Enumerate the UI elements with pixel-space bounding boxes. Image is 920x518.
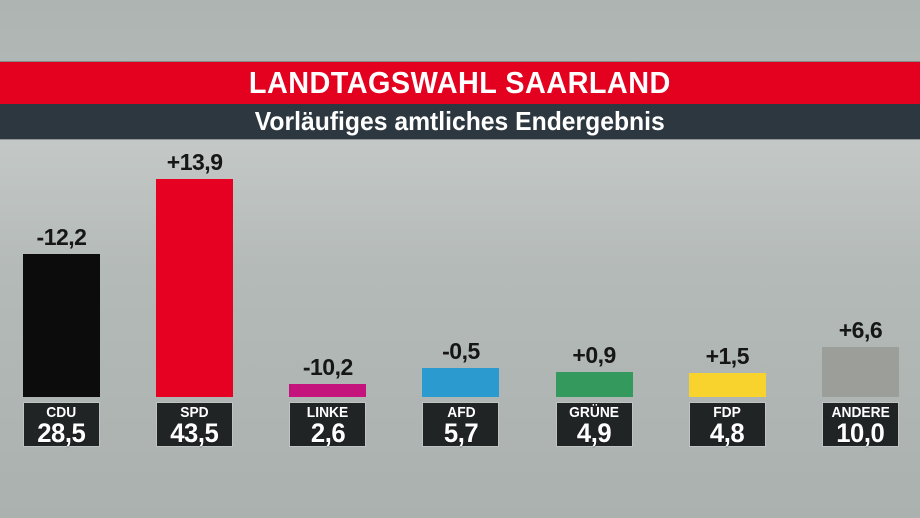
result-value-gruene: 4,9 (576, 418, 612, 448)
bar-group-cdu: -12,2 CDU 28,5 (23, 224, 100, 447)
party-name-linke: LINKE (307, 404, 349, 421)
party-name-andere: ANDERE (831, 404, 890, 421)
change-label-spd: +13,9 (166, 149, 223, 175)
bar-fdp (688, 373, 766, 397)
party-name-spd: SPD (180, 404, 209, 421)
result-value-fdp: 4,8 (710, 418, 745, 448)
result-box-andere: ANDERE 10,0 (821, 402, 899, 448)
party-name-cdu: CDU (46, 404, 77, 421)
result-box-fdp: FDP 4,8 (688, 402, 766, 448)
bar-andere (821, 347, 899, 397)
result-value-linke: 2,6 (310, 418, 346, 448)
bar-chart: -12,2 CDU 28,5 +13,9 SPD 43,5 -10,2 LINK… (23, 149, 899, 447)
result-box-spd: SPD 43,5 (156, 402, 234, 448)
subtitle-banner: Vorläufiges amtliches Endergebnis (0, 104, 920, 139)
party-name-gruene: GRÜNE (569, 404, 620, 421)
change-label-linke: -10,2 (302, 354, 353, 380)
result-box-linke: LINKE 2,6 (289, 402, 367, 448)
result-box-cdu: CDU 28,5 (23, 402, 100, 447)
bar-group-spd: +13,9 SPD 43,5 (156, 149, 234, 448)
page-subtitle: Vorläufiges amtliches Endergebnis (255, 106, 665, 136)
bar-group-linke: -10,2 LINKE 2,6 (289, 354, 367, 448)
result-value-spd: 43,5 (170, 418, 220, 448)
result-value-afd: 5,7 (443, 418, 479, 448)
bar-group-gruene: +0,9 GRÜNE 4,9 (555, 342, 633, 448)
bar-linke (289, 384, 367, 397)
party-name-afd: AFD (446, 404, 476, 421)
party-name-fdp: FDP (713, 404, 742, 421)
page-title: LANDTAGSWAHL SAARLAND (249, 65, 671, 100)
bar-gruene (555, 372, 633, 397)
bar-group-afd: -0,5 AFD 5,7 (422, 338, 500, 448)
bar-group-fdp: +1,5 FDP 4,8 (688, 343, 766, 448)
bar-group-andere: +6,6 ANDERE 10,0 (821, 317, 899, 448)
change-label-andere: +6,6 (838, 317, 883, 343)
change-label-afd: -0,5 (442, 338, 480, 364)
result-box-gruene: GRÜNE 4,9 (555, 402, 633, 448)
title-banner: LANDTAGSWAHL SAARLAND (0, 62, 920, 104)
result-box-afd: AFD 5,7 (422, 402, 500, 448)
bar-cdu (23, 254, 100, 397)
bar-afd (422, 368, 500, 397)
change-label-cdu: -12,2 (36, 224, 87, 250)
result-value-cdu: 28,5 (37, 418, 86, 448)
change-label-fdp: +1,5 (705, 343, 750, 369)
bar-spd (156, 179, 234, 397)
change-label-gruene: +0,9 (572, 342, 616, 368)
result-value-andere: 10,0 (836, 418, 885, 448)
